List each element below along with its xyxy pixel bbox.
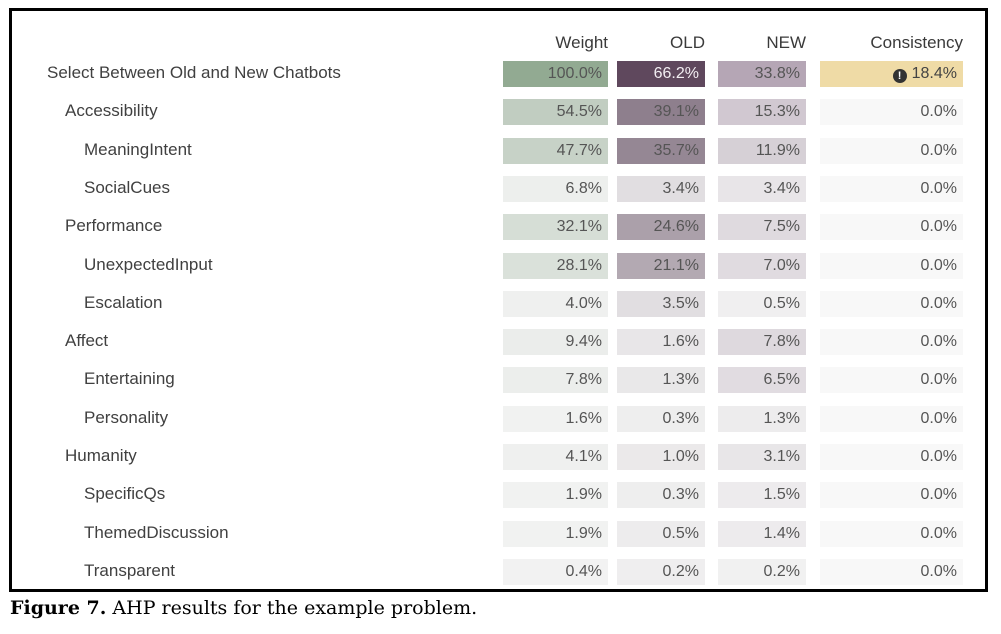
row-label: SocialCues — [84, 177, 170, 197]
caption-label: Figure 7. — [10, 597, 107, 619]
cell-consistency: 0.0% — [820, 329, 963, 356]
cell-old: 0.3% — [617, 482, 705, 509]
row-label: Performance — [65, 216, 163, 236]
cell-new: 15.3% — [718, 99, 806, 126]
table-row: Personality 1.6% 0.3% 1.3% 0.0% — [12, 405, 985, 432]
cell-old: 0.5% — [617, 520, 705, 547]
header-consistency: Consistency — [870, 33, 963, 52]
caption-text: AHP results for the example problem. — [106, 597, 478, 619]
cell-new: 0.5% — [718, 290, 806, 317]
cell-old: 39.1% — [617, 99, 705, 126]
cell-consistency: 0.0% — [820, 520, 963, 547]
figure-caption: Figure 7. AHP results for the example pr… — [10, 597, 477, 619]
cell-weight: 1.9% — [503, 482, 608, 509]
cell-new: 7.8% — [718, 329, 806, 356]
table-row: UnexpectedInput 28.1% 21.1% 7.0% 0.0% — [12, 252, 985, 279]
table-row: Performance 32.1% 24.6% 7.5% 0.0% — [12, 214, 985, 241]
cell-old: 0.3% — [617, 405, 705, 432]
cell-new: 11.9% — [718, 137, 806, 164]
table-row: Transparent 0.4% 0.2% 0.2% 0.0% — [12, 558, 985, 585]
consistency-value: 18.4% — [911, 65, 957, 82]
cell-weight: 0.4% — [503, 558, 608, 585]
table-row: Select Between Old and New Chatbots 100.0… — [12, 61, 985, 87]
cell-consistency: 0.0% — [820, 252, 963, 279]
cell-consistency: 0.0% — [820, 290, 963, 317]
cell-weight: 54.5% — [503, 99, 608, 126]
cell-consistency: 0.0% — [820, 137, 963, 164]
table-row: MeaningIntent 47.7% 35.7% 11.9% 0.0% — [12, 137, 985, 164]
table-row: SocialCues 6.8% 3.4% 3.4% 0.0% — [12, 175, 985, 202]
cell-weight: 9.4% — [503, 329, 608, 356]
cell-consistency: 0.0% — [820, 558, 963, 585]
cell-old: 24.6% — [617, 214, 705, 241]
cell-consistency: 0.0% — [820, 214, 963, 241]
cell-new: 3.1% — [718, 444, 806, 470]
cell-new: 1.5% — [718, 482, 806, 509]
cell-new: 0.2% — [718, 558, 806, 585]
cell-old: 1.6% — [617, 329, 705, 356]
cell-weight: 100.0% — [503, 61, 608, 87]
row-label: Affect — [65, 331, 109, 351]
cell-old: 35.7% — [617, 137, 705, 164]
cell-new: 6.5% — [718, 367, 806, 394]
row-label: ThemedDiscussion — [84, 522, 229, 542]
cell-old: 1.0% — [617, 444, 705, 470]
cell-weight: 6.8% — [503, 175, 608, 202]
cell-consistency: 0.0% — [820, 405, 963, 432]
row-label: Transparent — [84, 560, 176, 580]
cell-consistency: ! 18.4% — [820, 61, 963, 87]
figure-frame: Weight OLD NEW Consistency Select Betwee… — [9, 8, 988, 592]
table-row: Entertaining 7.8% 1.3% 6.5% 0.0% — [12, 367, 985, 394]
cell-new: 1.3% — [718, 405, 806, 432]
header-old: OLD — [670, 33, 705, 52]
table-row: Affect 9.4% 1.6% 7.8% 0.0% — [12, 329, 985, 356]
cell-old: 1.3% — [617, 367, 705, 394]
row-label: Humanity — [65, 446, 137, 465]
cell-old: 21.1% — [617, 252, 705, 279]
cell-weight: 28.1% — [503, 252, 608, 279]
row-label: Select Between Old and New Chatbots — [47, 63, 341, 82]
table-row: Accessibility 54.5% 39.1% 15.3% 0.0% — [12, 99, 985, 126]
cell-weight: 4.1% — [503, 444, 608, 470]
cell-old: 0.2% — [617, 558, 705, 585]
cell-old: 3.4% — [617, 175, 705, 202]
table-row: SpecificQs 1.9% 0.3% 1.5% 0.0% — [12, 482, 985, 509]
cell-old: 3.5% — [617, 290, 705, 317]
cell-new: 7.5% — [718, 214, 806, 241]
cell-weight: 32.1% — [503, 214, 608, 241]
row-label: Entertaining — [84, 369, 175, 389]
cell-weight: 1.9% — [503, 520, 608, 547]
header-new: NEW — [766, 33, 806, 52]
cell-weight: 7.8% — [503, 367, 608, 394]
cell-new: 33.8% — [718, 61, 806, 87]
row-label: Accessibility — [65, 101, 158, 121]
cell-new: 3.4% — [718, 175, 806, 202]
cell-consistency: 0.0% — [820, 367, 963, 394]
cell-weight: 1.6% — [503, 405, 608, 432]
cell-consistency: 0.0% — [820, 99, 963, 126]
row-label: SpecificQs — [84, 484, 166, 504]
cell-new: 7.0% — [718, 252, 806, 279]
table-row: Humanity 4.1% 1.0% 3.1% 0.0% — [12, 444, 985, 470]
row-label: Escalation — [84, 292, 163, 312]
row-label: Personality — [84, 407, 169, 427]
cell-weight: 4.0% — [503, 290, 608, 317]
row-label: MeaningIntent — [84, 139, 192, 159]
row-label: UnexpectedInput — [84, 254, 213, 274]
table-row: ThemedDiscussion 1.9% 0.5% 1.4% 0.0% — [12, 520, 985, 547]
cell-weight: 47.7% — [503, 137, 608, 164]
cell-consistency: 0.0% — [820, 175, 963, 202]
cell-consistency: 0.0% — [820, 444, 963, 470]
cell-old: 66.2% — [617, 61, 705, 87]
cell-new: 1.4% — [718, 520, 806, 547]
table-row: Escalation 4.0% 3.5% 0.5% 0.0% — [12, 290, 985, 317]
header-weight: Weight — [555, 33, 608, 52]
exclamation-circle-icon: ! — [892, 69, 907, 83]
cell-consistency: 0.0% — [820, 482, 963, 509]
